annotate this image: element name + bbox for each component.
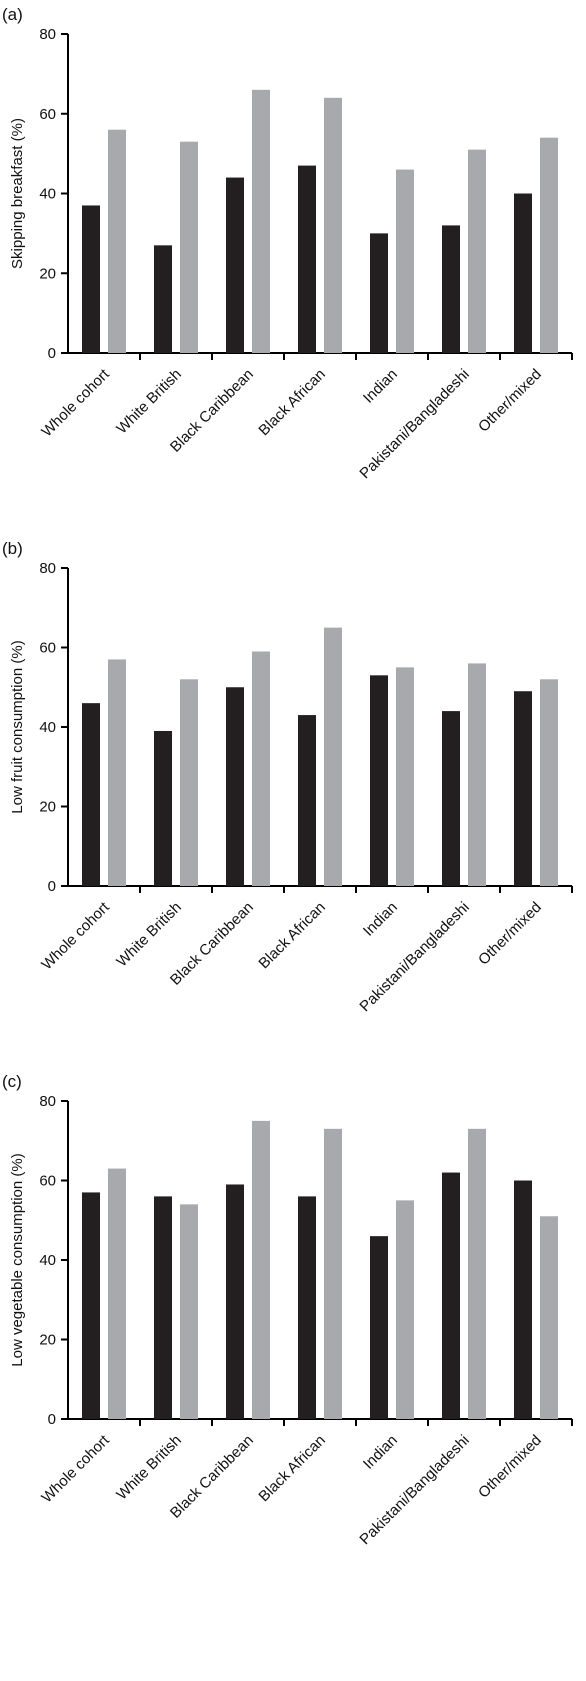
category-label: Black African (255, 899, 328, 972)
bar-series-2 (540, 1216, 558, 1419)
bar-series-1 (82, 205, 100, 353)
panel-a: (a) Skipping breakfast (%) 0 20 40 60 80 Whole … (2, 5, 573, 482)
bar-series-1 (154, 1196, 172, 1419)
bar-series-1 (82, 1192, 100, 1419)
y-tick-label: 0 (48, 1411, 56, 1428)
y-tick-label: 20 (39, 265, 56, 282)
y-tick-label: 80 (39, 26, 56, 43)
y-tick-label: 0 (48, 345, 56, 362)
bar-series-2 (108, 1168, 126, 1419)
y-tick-label: 80 (39, 560, 56, 577)
bar-series-2 (252, 651, 270, 886)
category-label: White British (113, 1432, 185, 1504)
panel-label: (a) (2, 5, 23, 24)
category-label: Other/mixed (475, 899, 545, 969)
y-tick-label: 60 (39, 1173, 56, 1190)
y-tick-label: 40 (39, 719, 56, 736)
bar-series-1 (298, 165, 316, 353)
bar-series-1 (298, 1196, 316, 1419)
category-label: Whole cohort (38, 1431, 113, 1506)
bar-series-1 (514, 193, 532, 353)
category-label: Black African (255, 366, 328, 439)
category-label: Indian (360, 1432, 401, 1473)
bar-series-1 (514, 691, 532, 886)
panel-label: (c) (2, 1072, 22, 1091)
bar-series-2 (468, 149, 486, 353)
category-label: Other/mixed (475, 1432, 545, 1502)
bar-series-1 (370, 1236, 388, 1419)
bar-series-1 (226, 177, 244, 353)
bar-series-2 (324, 97, 342, 353)
y-axis-label: Low fruit consumption (%) (9, 640, 26, 813)
bar-series-2 (468, 1128, 486, 1419)
y-tick-label: 20 (39, 799, 56, 816)
y-tick-label: 80 (39, 1093, 56, 1110)
bar-series-2 (252, 1120, 270, 1419)
bar-series-2 (540, 137, 558, 353)
bar-series-2 (252, 89, 270, 353)
bar-series-2 (180, 1204, 198, 1419)
bar-series-2 (108, 659, 126, 886)
bar-series-1 (298, 715, 316, 886)
panel-b: (b) Low fruit consumption (%) 0 20 40 60 80 Who… (2, 539, 573, 1015)
y-tick-label: 40 (39, 1252, 56, 1269)
bar-series-1 (154, 730, 172, 886)
bar-series-1 (370, 233, 388, 353)
bar-series-1 (442, 1172, 460, 1419)
category-label: Indian (360, 899, 401, 940)
bar-series-1 (442, 225, 460, 353)
y-tick-label: 20 (39, 1332, 56, 1349)
category-label: White British (113, 366, 185, 438)
bar-series-2 (180, 141, 198, 353)
category-label: Whole cohort (38, 365, 113, 440)
bar-series-2 (324, 627, 342, 886)
bar-series-1 (154, 245, 172, 353)
y-tick-label: 40 (39, 186, 56, 203)
bar-series-1 (226, 687, 244, 886)
category-label: Whole cohort (38, 898, 113, 973)
y-tick-label: 60 (39, 640, 56, 657)
panel-c: (c) Low vegetable consumption (%) 0 20 40 60 8… (2, 1072, 573, 1548)
bar-series-2 (396, 1200, 414, 1419)
bar-series-1 (442, 711, 460, 886)
y-tick-label: 60 (39, 106, 56, 123)
y-axis-label: Low vegetable consumption (%) (9, 1153, 26, 1366)
bar-series-1 (370, 675, 388, 886)
bar-series-2 (540, 679, 558, 886)
panel-label: (b) (2, 539, 23, 558)
y-tick-label: 0 (48, 878, 56, 895)
y-axis-label: Skipping breakfast (%) (9, 118, 26, 269)
bar-series-2 (396, 169, 414, 353)
category-label: Indian (360, 366, 401, 407)
category-label: White British (113, 899, 185, 971)
bar-series-2 (180, 679, 198, 886)
category-label: Other/mixed (475, 366, 545, 436)
bar-series-1 (82, 703, 100, 886)
bar-series-2 (108, 129, 126, 353)
bar-series-2 (468, 663, 486, 886)
bar-series-1 (226, 1184, 244, 1419)
bar-series-1 (514, 1180, 532, 1419)
category-label: Black African (255, 1432, 328, 1505)
bar-series-2 (396, 667, 414, 886)
bar-series-2 (324, 1128, 342, 1419)
